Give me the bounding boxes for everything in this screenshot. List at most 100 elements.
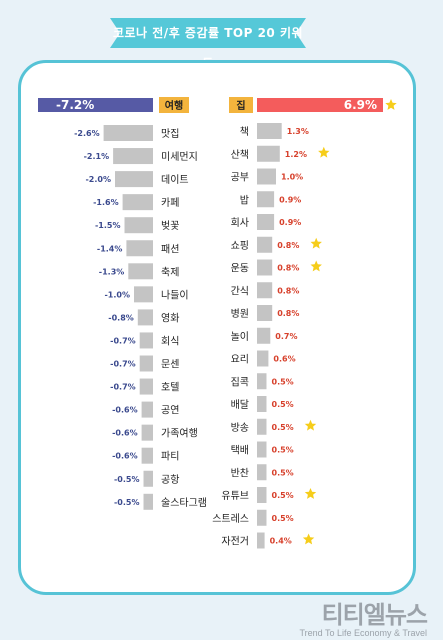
title-banner-shape bbox=[110, 18, 306, 48]
increase-category-label: 병원 bbox=[231, 308, 249, 320]
increase-value-label: 1.0% bbox=[281, 173, 303, 182]
decrease-value-label: -1.6% bbox=[93, 198, 119, 207]
increase-category-label: 스트레스 bbox=[212, 513, 249, 525]
brand-logo: 티티엘뉴스 Trend To Life Economy & Travel bbox=[299, 601, 428, 639]
increase-value-label: 0.8% bbox=[277, 286, 299, 295]
increase-bar bbox=[257, 509, 267, 526]
increase-category-label: 유튜브 bbox=[221, 490, 249, 502]
decrease-value-label: -0.8% bbox=[108, 313, 134, 322]
increase-category-label: 공부 bbox=[231, 172, 249, 184]
increase-category-label: 운동 bbox=[231, 263, 249, 275]
decrease-category-label: 호텔 bbox=[161, 382, 179, 394]
increase-bar bbox=[257, 532, 265, 549]
increase-category-label: 책 bbox=[240, 126, 249, 138]
decrease-top-value-label: -7.2% bbox=[56, 98, 94, 112]
increase-bar bbox=[257, 123, 282, 139]
decrease-category-label: 카페 bbox=[161, 197, 179, 209]
decrease-category-label: 맛집 bbox=[161, 128, 179, 140]
increase-category-label: 놀이 bbox=[231, 331, 249, 343]
decrease-category-label: 공연 bbox=[161, 405, 179, 417]
decrease-bar bbox=[134, 286, 153, 303]
increase-category-label: 배달 bbox=[231, 399, 249, 411]
increase-bar bbox=[257, 373, 267, 390]
decrease-bar bbox=[137, 309, 153, 326]
decrease-bar bbox=[143, 493, 153, 510]
star-icon bbox=[302, 533, 315, 545]
increase-category-label: 요리 bbox=[231, 354, 249, 366]
decrease-category-label: 데이트 bbox=[161, 174, 189, 186]
decrease-value-label: -0.5% bbox=[114, 498, 140, 507]
increase-top-bar bbox=[257, 98, 383, 112]
increase-category-label: 집콕 bbox=[231, 376, 249, 388]
increase-category-label: 자전거 bbox=[221, 536, 249, 548]
increase-bar bbox=[257, 487, 267, 503]
decrease-category-label: 파티 bbox=[161, 451, 179, 463]
star-icon bbox=[318, 146, 330, 158]
star-icon bbox=[385, 99, 397, 110]
decrease-bar bbox=[141, 447, 153, 464]
increase-category-label: 반찬 bbox=[231, 467, 249, 479]
increase-value-label: 0.5% bbox=[272, 491, 294, 500]
decrease-value-label: -0.7% bbox=[110, 383, 136, 392]
chart-panel bbox=[18, 60, 416, 595]
decrease-bar bbox=[139, 378, 153, 395]
increase-value-label: 0.9% bbox=[279, 195, 301, 204]
increase-category-label: 밥 bbox=[240, 194, 249, 206]
star-icon bbox=[304, 488, 317, 499]
increase-value-label: 0.5% bbox=[272, 400, 294, 409]
decrease-bar bbox=[143, 470, 153, 487]
decrease-category-label: 회식 bbox=[161, 335, 179, 347]
increase-top-value-label: 6.9% bbox=[344, 98, 377, 112]
increase-bar bbox=[257, 191, 275, 208]
increase-bar bbox=[257, 145, 280, 162]
increase-category-label: 산책 bbox=[231, 149, 249, 161]
decrease-category-label: 벚꽃 bbox=[161, 220, 179, 232]
decrease-bar bbox=[139, 332, 153, 349]
star-icon bbox=[304, 419, 317, 431]
decrease-top-category-box bbox=[159, 97, 189, 113]
decrease-bar bbox=[139, 355, 153, 372]
increase-category-label: 회사 bbox=[231, 217, 249, 229]
increase-bar bbox=[257, 259, 273, 276]
decrease-value-label: -2.6% bbox=[74, 129, 100, 138]
increase-bar bbox=[257, 418, 267, 435]
decrease-bar bbox=[128, 263, 153, 280]
decrease-category-label: 문센 bbox=[161, 359, 179, 371]
increase-bar bbox=[257, 214, 275, 230]
decrease-category-label: 패션 bbox=[161, 243, 179, 255]
increase-category-label: 방송 bbox=[231, 422, 249, 434]
decrease-value-label: -0.7% bbox=[110, 336, 136, 345]
increase-bar bbox=[257, 305, 273, 321]
decrease-value-label: -2.1% bbox=[84, 152, 110, 161]
increase-value-label: 0.5% bbox=[272, 377, 294, 386]
title-banner bbox=[110, 18, 306, 48]
decrease-category-label: 가족여행 bbox=[161, 428, 198, 440]
increase-bar bbox=[257, 236, 273, 253]
increase-bar bbox=[257, 282, 273, 299]
decrease-category-label: 나들이 bbox=[161, 289, 189, 301]
decrease-category-label: 영화 bbox=[161, 312, 179, 324]
decrease-top-category-label: 여행 bbox=[165, 99, 183, 112]
decrease-bar bbox=[124, 217, 153, 234]
increase-category-label: 쇼핑 bbox=[231, 240, 249, 252]
increase-value-label: 1.3% bbox=[287, 127, 309, 136]
increase-value-label: 0.8% bbox=[277, 309, 299, 318]
decrease-category-label: 공항 bbox=[161, 474, 179, 486]
decrease-value-label: -0.7% bbox=[110, 360, 136, 369]
decrease-bar bbox=[103, 125, 153, 141]
decrease-bar bbox=[115, 171, 153, 188]
increase-value-label: 0.7% bbox=[275, 332, 297, 341]
decrease-bar bbox=[113, 148, 153, 165]
decrease-value-label: -0.6% bbox=[112, 406, 138, 415]
decrease-bar bbox=[122, 194, 153, 211]
increase-value-label: 0.5% bbox=[272, 468, 294, 477]
increase-bar bbox=[257, 396, 267, 412]
increase-bar bbox=[257, 168, 276, 185]
decrease-value-label: -0.6% bbox=[112, 452, 138, 461]
decrease-value-label: -1.5% bbox=[95, 221, 121, 230]
decrease-value-label: -0.6% bbox=[112, 429, 138, 438]
increase-value-label: 0.5% bbox=[272, 514, 294, 523]
decrease-value-label: -0.5% bbox=[114, 475, 140, 484]
brand-name: 티티엘뉴스 bbox=[321, 601, 428, 629]
